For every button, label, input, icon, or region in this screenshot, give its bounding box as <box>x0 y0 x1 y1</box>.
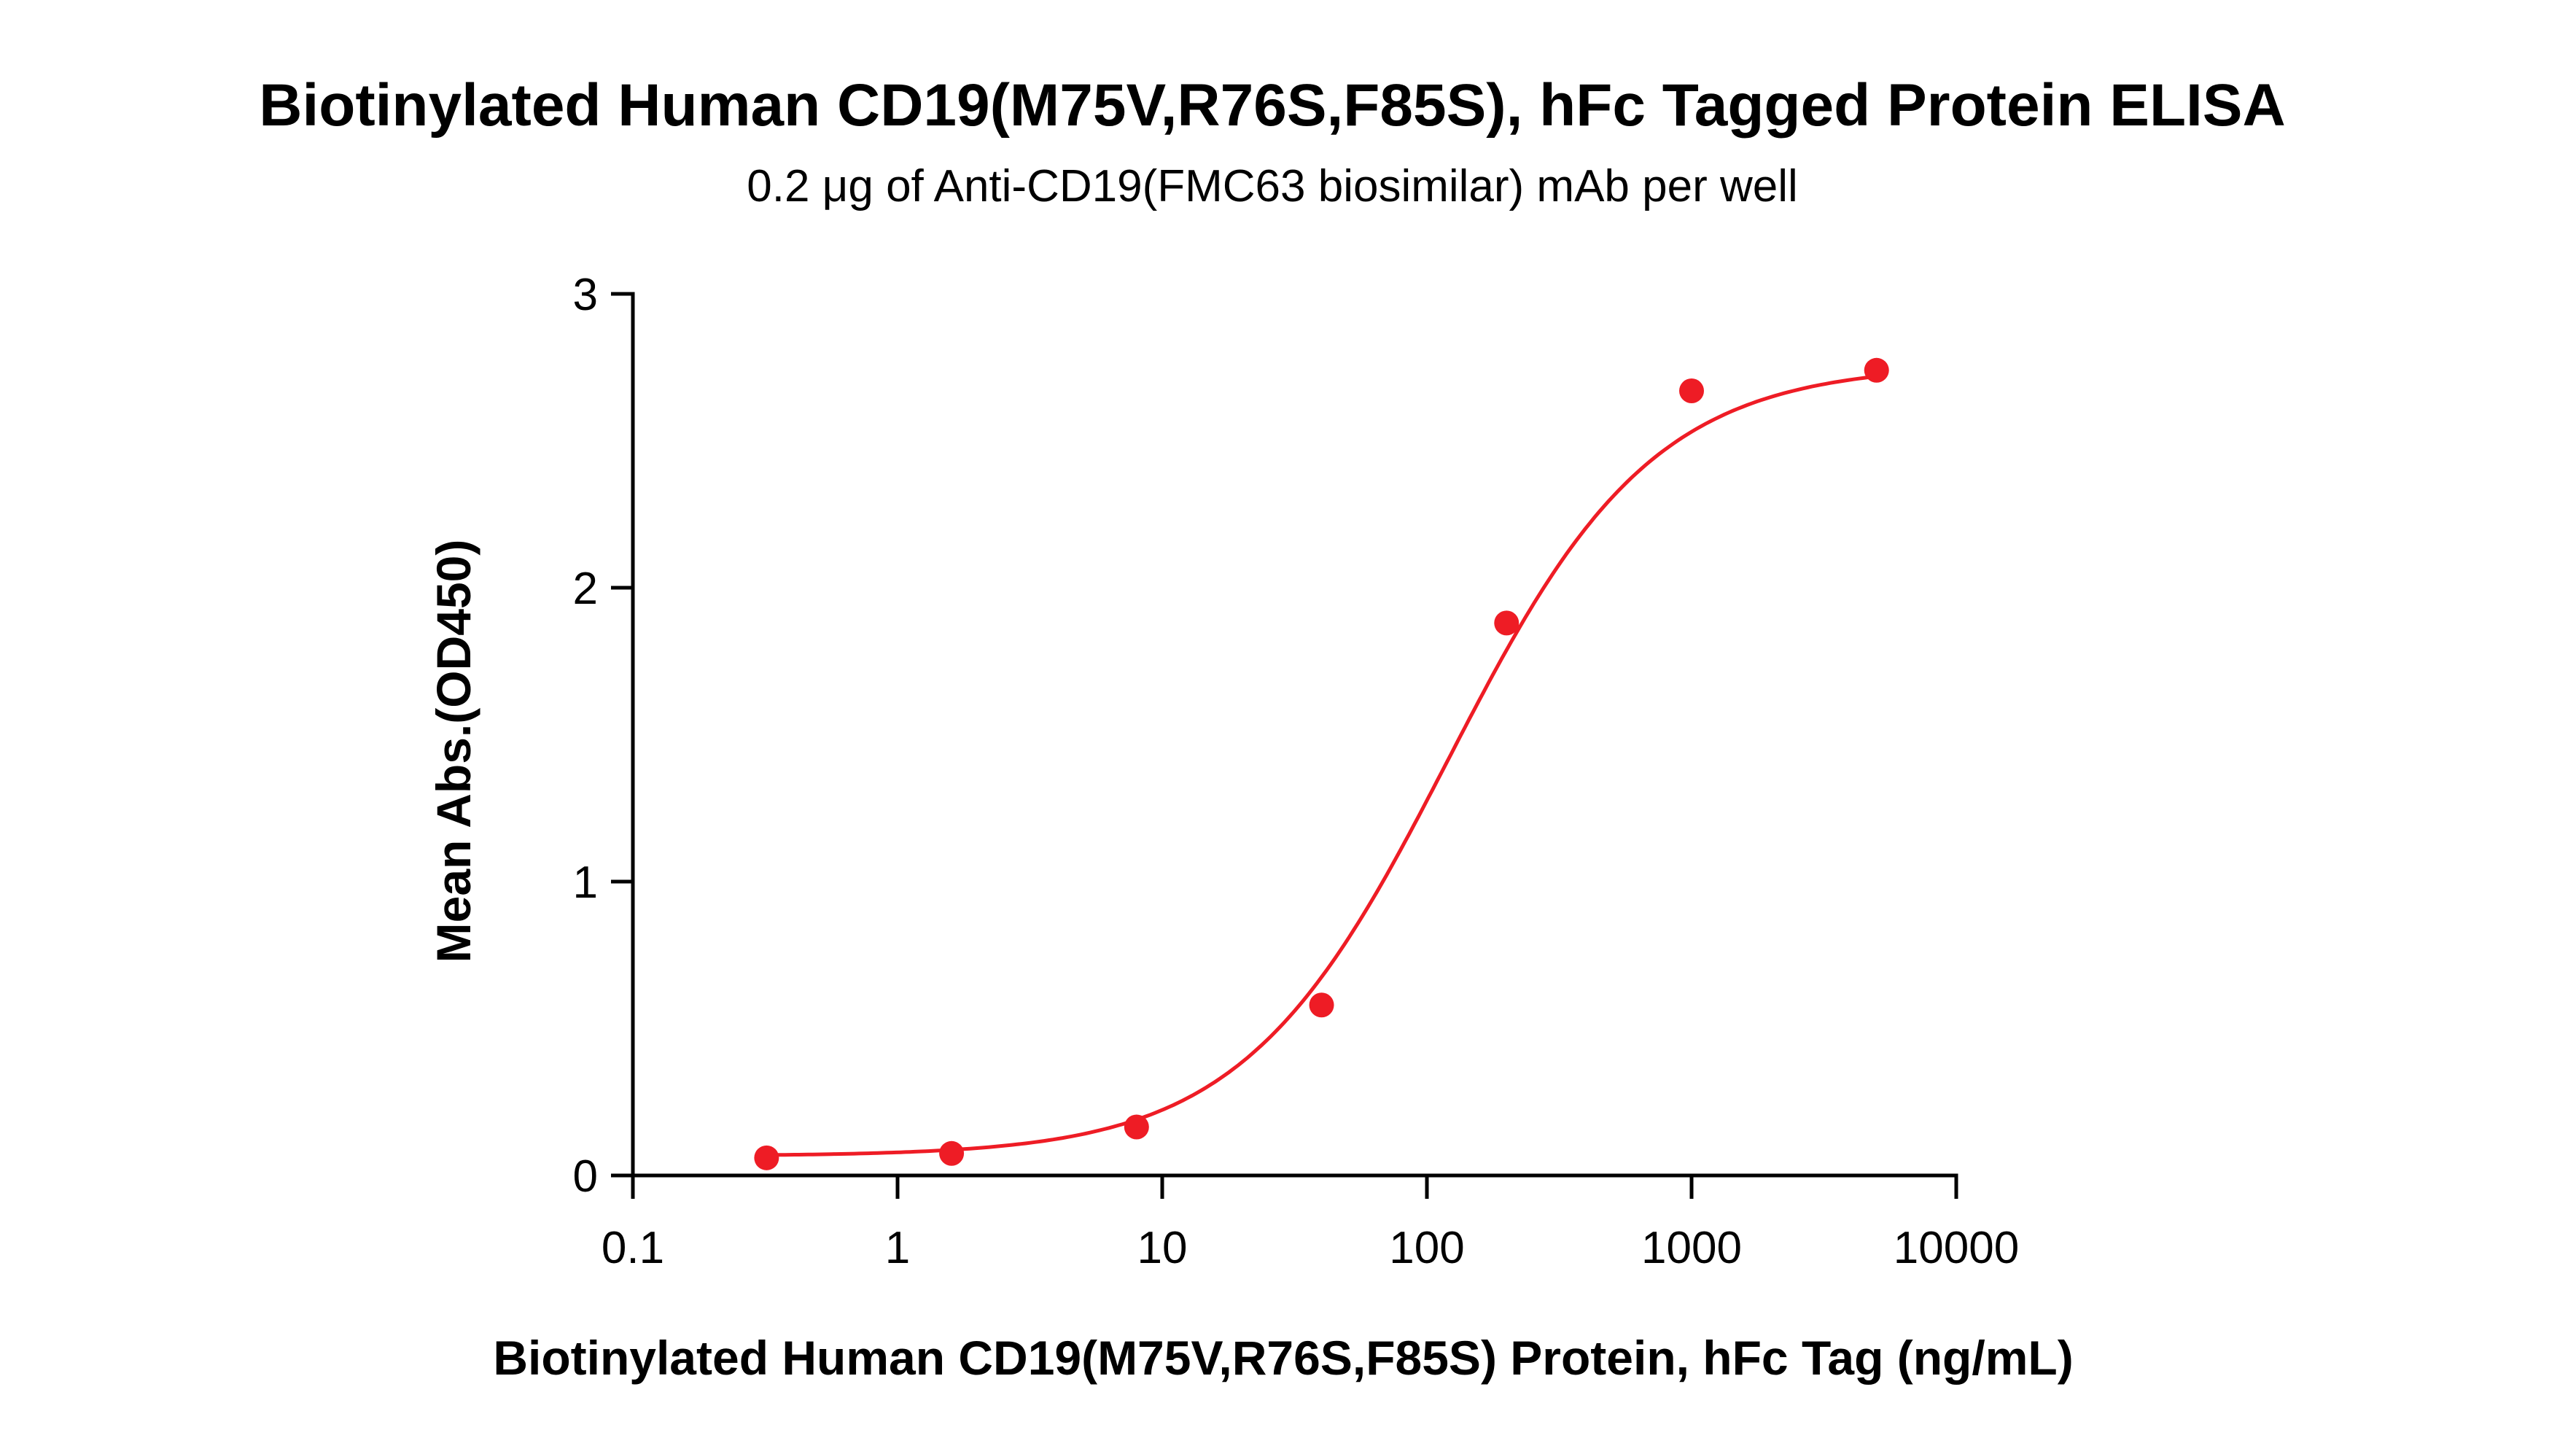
chart-subtitle: 0.2 μg of Anti-CD19(FMC63 biosimilar) mA… <box>747 161 1798 211</box>
data-point <box>939 1140 965 1166</box>
x-tick-label: 100 <box>1389 1223 1464 1273</box>
y-tick-label: 3 <box>573 270 598 320</box>
x-tick-label: 10000 <box>1894 1223 2019 1273</box>
data-point <box>1309 992 1334 1018</box>
y-tick-label: 0 <box>573 1151 598 1202</box>
data-point <box>1864 357 1889 383</box>
x-ticks: 0.1 1 10 100 1000 10000 <box>602 1175 2019 1273</box>
x-tick-label: 1000 <box>1641 1223 1742 1273</box>
data-points <box>754 357 1889 1170</box>
y-tick-label: 1 <box>573 858 598 908</box>
data-point <box>1124 1114 1149 1140</box>
x-tick-label: 1 <box>885 1223 910 1273</box>
fit-curve <box>766 374 1877 1157</box>
axes: 0 1 2 3 0.1 1 10 100 1000 10000 <box>573 270 2020 1273</box>
data-point <box>1679 378 1704 403</box>
x-tick-label: 10 <box>1137 1223 1188 1273</box>
chart-title: Biotinylated Human CD19(M75V,R76S,F85S),… <box>259 72 2285 139</box>
y-axis-title: Mean Abs.(OD450) <box>427 540 480 963</box>
y-tick-label: 2 <box>573 564 598 614</box>
data-point <box>1494 610 1519 636</box>
y-ticks: 0 1 2 3 <box>573 270 633 1202</box>
data-point <box>754 1145 779 1170</box>
x-tick-label: 0.1 <box>602 1223 664 1273</box>
x-axis-title: Biotinylated Human CD19(M75V,R76S,F85S) … <box>493 1331 2073 1385</box>
